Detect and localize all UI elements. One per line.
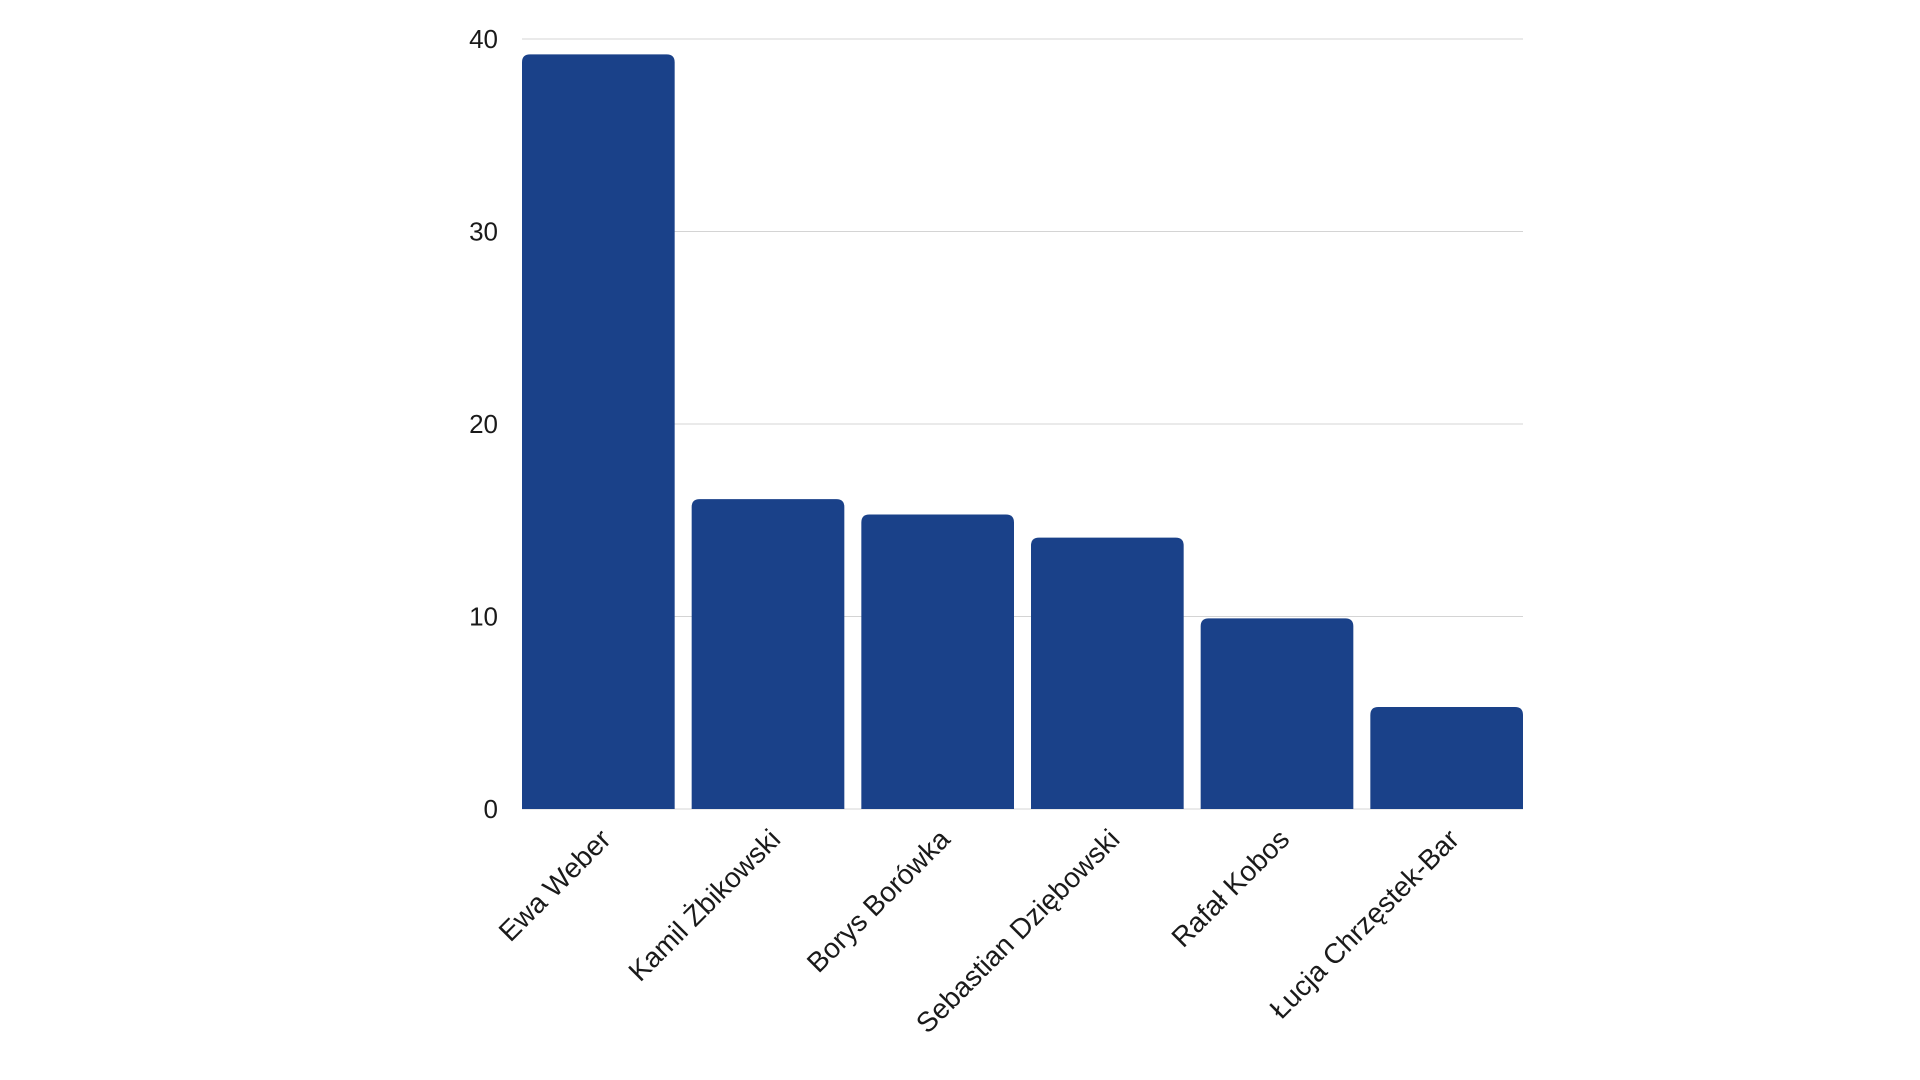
bar-5 (1200, 618, 1354, 809)
x-category-label-5: Rafał Kobos (1165, 823, 1295, 953)
grid-lines (522, 38, 1523, 810)
bar-4 (1031, 537, 1184, 809)
bars (522, 54, 1523, 809)
bar-6 (1370, 706, 1523, 809)
x-category-label-3: Borys Borówka (801, 823, 956, 978)
x-category-label-6: Łucja Chrzęstek-Bar (1264, 823, 1465, 1024)
y-tick-label-40: 40 (469, 24, 498, 54)
y-tick-label-0: 0 (484, 794, 498, 824)
y-tick-label-30: 30 (469, 217, 498, 247)
bar-1 (522, 54, 675, 809)
bar-2 (691, 499, 845, 809)
y-axis-tick-labels: 0 10 20 30 40 (469, 24, 498, 824)
bar-3 (861, 514, 1014, 809)
y-tick-label-20: 20 (469, 409, 498, 439)
y-tick-label-10: 10 (469, 602, 498, 632)
x-category-label-1: Ewa Weber (493, 823, 617, 947)
x-category-label-2: Kamil Żbikowski (622, 823, 786, 987)
x-axis-category-labels: Ewa Weber Kamil Żbikowski Borys BorówkaSeb… (493, 823, 1465, 1039)
